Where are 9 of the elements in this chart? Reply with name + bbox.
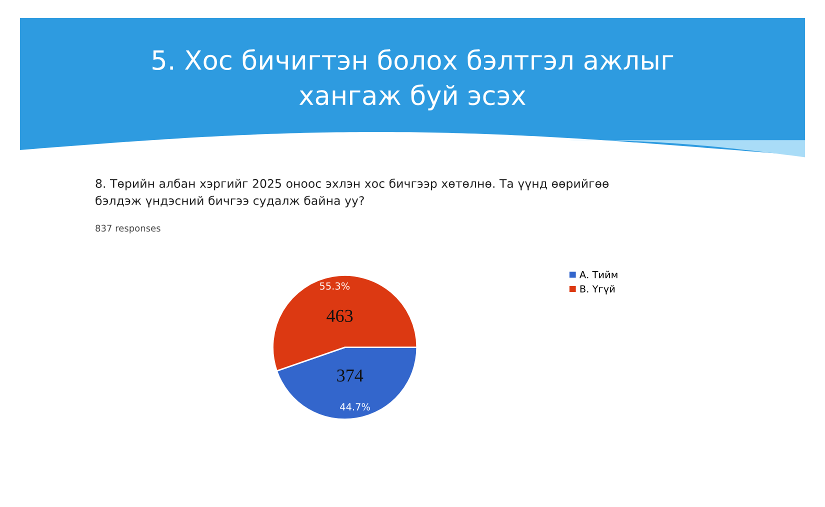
text: 55.3%	[320, 282, 350, 290]
data-label: 374	[337, 370, 364, 382]
text: 44.7%	[340, 403, 370, 411]
legend-label: В. Үгүй	[580, 285, 615, 294]
data-label: 463	[326, 310, 353, 322]
chart-subtitle: 8. Төрийн албан хэргийг 2025 оноос эхлэн хос бичгээр хөтөлнө. Та үүнд өөрийгөө бэлдэж үндэсний бичгээ судалж байна уу?	[96, 178, 609, 208]
legend-label: А. Тийм	[580, 270, 618, 278]
text: 837 responses	[96, 224, 160, 234]
chart-title: 5. Хос бичигтэн болох бэлтгэл ажлыг хангаж буй эсэх	[152, 49, 674, 110]
